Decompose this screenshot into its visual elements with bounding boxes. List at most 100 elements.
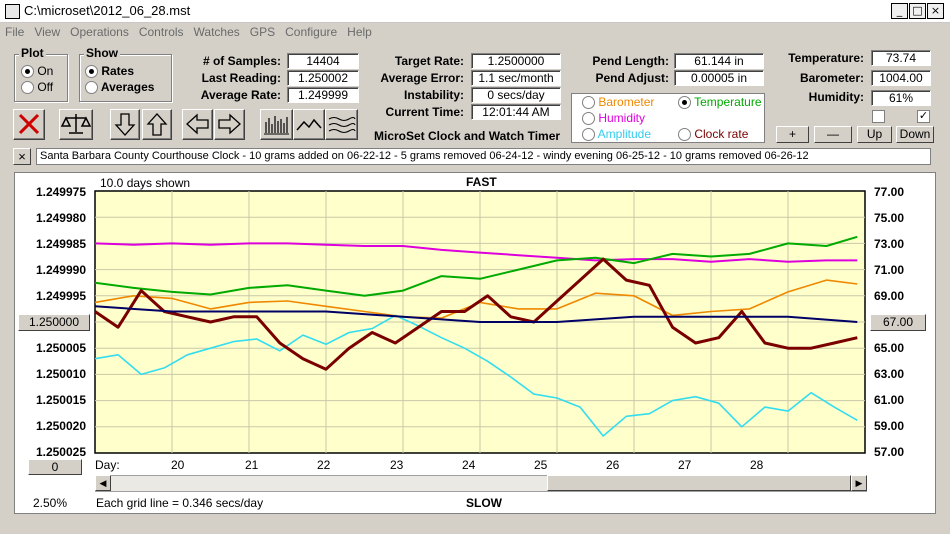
arrow-left-icon (186, 113, 209, 135)
arrow-right-button[interactable] (214, 109, 245, 140)
days-shown-label: 10.0 days shown (100, 176, 191, 190)
amplitude-radio-indicator (582, 128, 595, 142)
menu-gps[interactable]: GPS (249, 25, 276, 39)
zero-button[interactable]: 0 (28, 459, 82, 475)
barometer-radio-indicator (582, 96, 595, 110)
arrow-down-button[interactable] (110, 109, 140, 140)
x-tick-label: 28 (750, 458, 764, 472)
up-button[interactable]: Up (857, 126, 892, 143)
menu-help[interactable]: Help (347, 25, 372, 39)
bar-graph-button[interactable] (260, 109, 293, 140)
scroll-right-button[interactable]: ▶ (851, 475, 867, 491)
down-button[interactable]: Down (896, 126, 934, 143)
barometer-label: Barometer: (799, 71, 864, 85)
maximize-button[interactable]: □ (909, 3, 926, 19)
balance-scale-icon (60, 114, 92, 134)
right-tick-label: 61.00 (874, 393, 905, 407)
line-graph-button[interactable] (293, 109, 325, 140)
x-tick-label: 24 (462, 458, 476, 472)
stop-button[interactable] (13, 109, 45, 140)
y-tick-label: 1.249980 (35, 211, 86, 225)
slow-label: SLOW (466, 496, 502, 510)
radio-on-indicator (21, 65, 34, 79)
minimize-button[interactable]: _ (891, 3, 908, 19)
red-x-icon (18, 113, 40, 135)
menu-file[interactable]: File (5, 25, 25, 39)
show-rates-radio[interactable]: Rates (85, 64, 134, 79)
samples-value: 14404 (287, 53, 359, 69)
right-tick-label: 63.00 (874, 367, 905, 381)
menu-configure[interactable]: Configure (285, 25, 338, 39)
amplitude-radio[interactable]: Amplitude (582, 127, 651, 142)
menu-view[interactable]: View (34, 25, 61, 39)
average-rate-value: 1.249999 (287, 87, 359, 103)
note-close-button[interactable]: × (13, 148, 31, 165)
minus-button[interactable]: — (814, 126, 852, 143)
plot-on-radio[interactable]: On (21, 64, 54, 79)
center-rate-button[interactable]: 1.250000 (18, 314, 90, 331)
arrow-up-button[interactable] (142, 109, 172, 140)
left-checkbox[interactable] (872, 110, 885, 123)
close-button[interactable]: × (927, 3, 944, 19)
line-graph-icon (296, 118, 322, 131)
wave-graph-button[interactable] (325, 109, 358, 140)
x-tick-label: 26 (606, 458, 620, 472)
right-tick-label: 73.00 (874, 237, 905, 251)
average-error-value: 1.1 sec/month (471, 70, 561, 86)
temperature-radio-label: Temperature (694, 95, 762, 109)
target-rate-label: Target Rate: (394, 54, 464, 68)
x-tick-label: 22 (317, 458, 331, 472)
scroll-left-button[interactable]: ◀ (95, 475, 111, 491)
balance-button[interactable] (59, 109, 93, 140)
plus-button[interactable]: + (776, 126, 809, 143)
plot-on-label: On (37, 64, 54, 78)
sensor-select-panel (571, 93, 765, 143)
temperature-value: 73.74 (871, 50, 931, 66)
arrow-down-icon (114, 113, 136, 136)
y-tick-label: 1.249995 (35, 289, 86, 303)
chart-lines (94, 235, 858, 437)
right-checkbox[interactable]: ✓ (917, 110, 930, 123)
right-tick-label: 65.00 (874, 341, 905, 355)
show-averages-label: Averages (100, 80, 155, 94)
note-field[interactable]: Santa Barbara County Courthouse Clock - … (36, 148, 931, 165)
show-averages-radio[interactable]: Averages (85, 80, 155, 95)
humidity-series-line (94, 242, 858, 263)
barometer-radio-label: Barometer (598, 95, 655, 109)
temperature-label: Temperature: (788, 51, 864, 65)
menu-operations[interactable]: Operations (70, 25, 129, 39)
humidity-radio-label: Humidity (598, 111, 646, 125)
x-tick-label: 20 (171, 458, 185, 472)
right-tick-label: 69.00 (874, 289, 905, 303)
rate-series-line (94, 257, 858, 371)
center-temp-button[interactable]: 67.00 (870, 314, 926, 331)
samples-label: # of Samples: (202, 54, 281, 68)
pend-length-value: 61.144 in (674, 53, 764, 69)
menu-watches[interactable]: Watches (193, 25, 240, 39)
title-bar: C:\microset\2012_06_28.mst _ □ × (0, 0, 950, 23)
plot-off-radio[interactable]: Off (21, 80, 53, 95)
radio-off-indicator (21, 81, 34, 95)
right-tick-label: 75.00 (874, 211, 905, 225)
temperature-radio[interactable]: Temperature (678, 95, 762, 110)
humidity-radio-indicator (582, 112, 595, 126)
current-time-label: Current Time: (385, 105, 464, 119)
last-reading-label: Last Reading: (201, 71, 281, 85)
average-error-label: Average Error: (380, 71, 464, 85)
radio-rates-indicator (85, 65, 98, 79)
menu-controls[interactable]: Controls (138, 25, 184, 39)
arrow-left-button[interactable] (182, 109, 213, 140)
clock-rate-radio-indicator (678, 128, 691, 142)
percent-label: 2.50% (33, 496, 68, 510)
x-tick-label: 27 (678, 458, 692, 472)
temperature-radio-indicator (678, 96, 691, 110)
pend-adjust-label: Pend Adjust: (595, 71, 669, 85)
radio-averages-indicator (85, 81, 98, 95)
barometer-radio[interactable]: Barometer (582, 95, 655, 110)
humidity-radio[interactable]: Humidity (582, 111, 646, 126)
grid-note-label: Each grid line = 0.346 secs/day (96, 496, 264, 510)
barometer-value: 1004.00 (871, 70, 931, 86)
scroll-thumb[interactable] (547, 475, 851, 491)
y-tick-label: 1.250015 (35, 393, 86, 407)
clock-rate-radio[interactable]: Clock rate (678, 127, 748, 142)
